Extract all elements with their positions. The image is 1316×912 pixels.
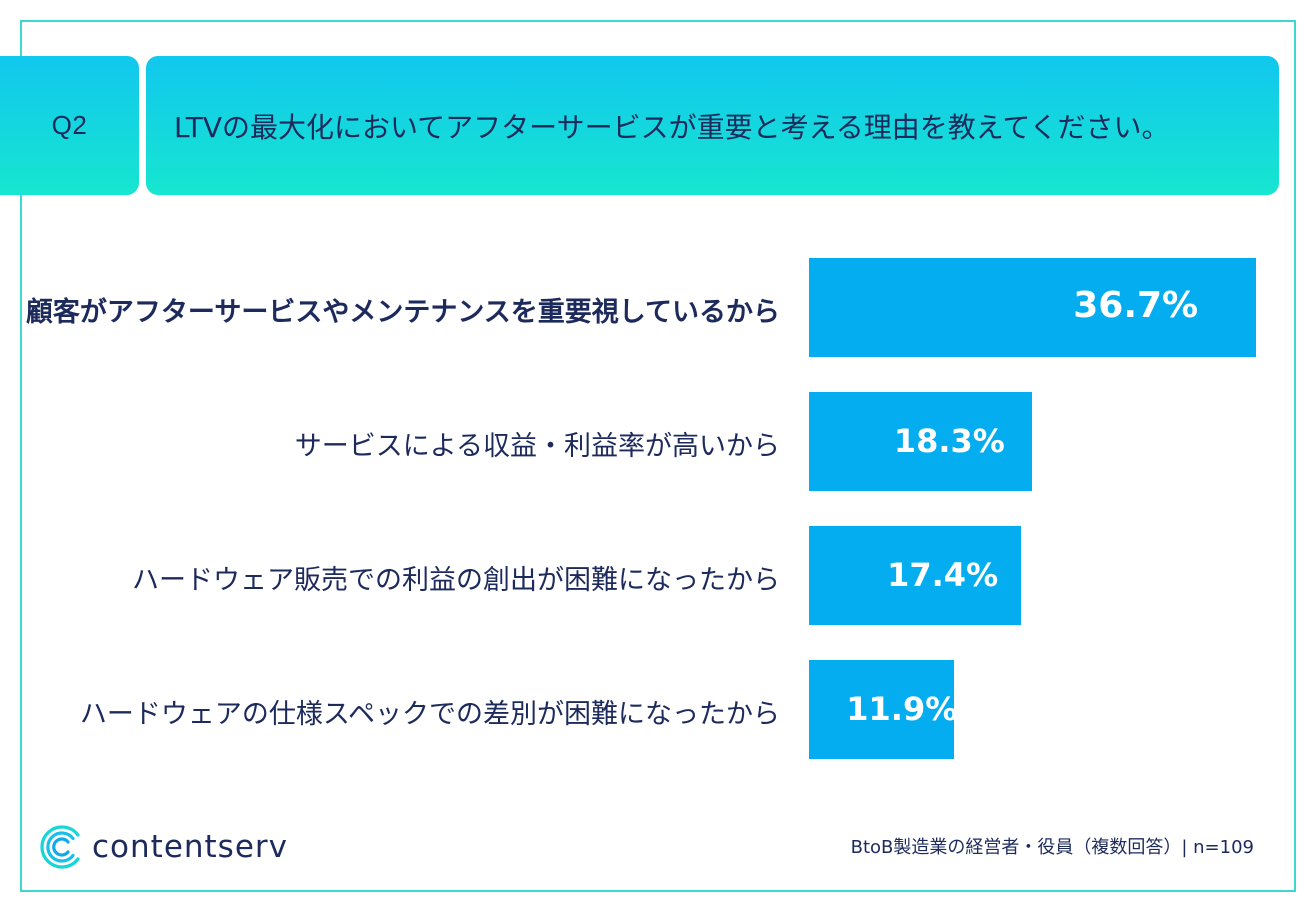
question-title-box: LTVの最大化においてアフターサービスが重要と考える理由を教えてください。 — [146, 56, 1279, 195]
contentserv-logo-icon — [40, 825, 80, 869]
bar — [809, 392, 1032, 491]
question-number-box: Q2 — [0, 56, 139, 195]
category-label: ハードウェア販売での利益の創出が困難になったから — [132, 564, 780, 596]
brand-name: contentserv — [92, 829, 289, 865]
value-label: 11.9% — [846, 689, 958, 728]
value-label: 17.4% — [887, 555, 999, 594]
category-label: 顧客がアフターサービスやメンテナンスを重要視しているから — [25, 296, 780, 328]
brand-logo: contentserv — [38, 822, 288, 872]
bar — [809, 660, 954, 759]
value-label: 18.3% — [893, 421, 1005, 460]
value-label: 36.7% — [1073, 285, 1199, 327]
category-label: ハードウェアの仕様スペックでの差別が困難になったから — [79, 698, 780, 730]
question-title: LTVの最大化においてアフターサービスが重要と考える理由を教えてください。 — [174, 110, 1170, 144]
question-number: Q2 — [51, 110, 88, 140]
bar — [809, 258, 1256, 357]
category-label: サービスによる収益・利益率が高いから — [294, 430, 780, 462]
survey-note: BtoB製造業の経営者・役員（複数回答）| n=109 — [850, 837, 1254, 858]
bar — [809, 526, 1021, 625]
